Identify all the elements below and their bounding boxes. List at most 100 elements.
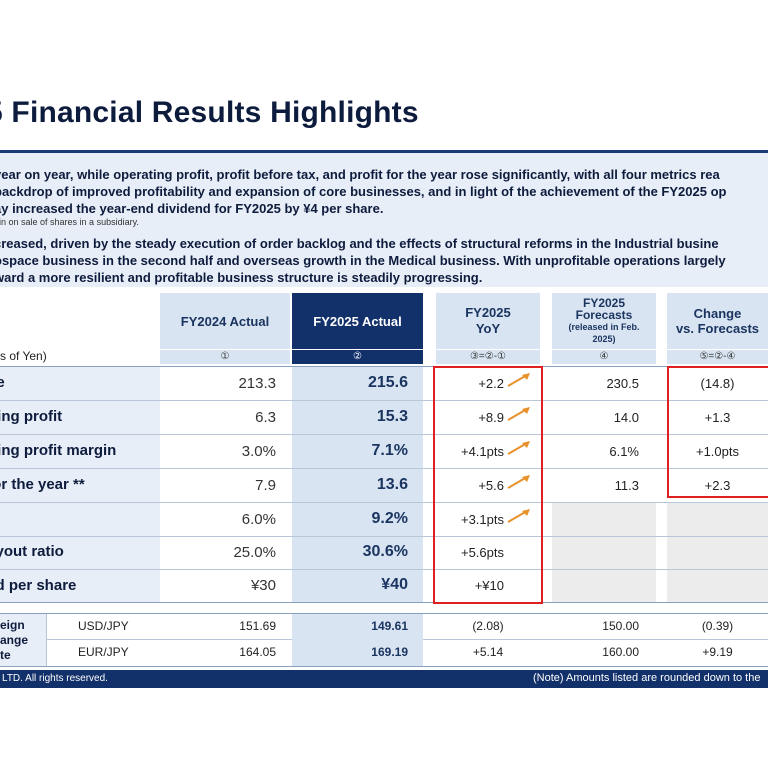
fx-label-line: eign (0, 618, 25, 632)
summary-line: backdrop of improved profitability and e… (0, 184, 727, 199)
empty-forecast-cells (552, 502, 656, 602)
marker-col4: ④ (552, 350, 656, 364)
marker-col3: ③=②-① (436, 350, 540, 364)
title-rule (0, 150, 768, 153)
trend-up-arrow-icon (507, 475, 530, 489)
row-label-revenue: nue (0, 374, 5, 391)
cell-fy2024: 7.9 (255, 477, 276, 494)
summary-line: creased, driven by the steady execution … (0, 236, 719, 251)
row-separator (0, 536, 768, 537)
fx-yoy: +5.14 (472, 645, 504, 659)
header-label: FY2025 (465, 305, 511, 320)
cell-forecast: 14.0 (613, 410, 639, 425)
fx-fy2025: 149.61 (371, 619, 408, 633)
cell-fy2024: 3.0% (241, 443, 276, 460)
trend-up-arrow-icon (507, 373, 530, 387)
header-label: 2025) (592, 334, 616, 344)
fx-separator (0, 613, 768, 614)
marker-col2: ② (292, 350, 423, 364)
fx-fy2024: 151.69 (239, 619, 276, 633)
cell-fy2025: 215.6 (367, 374, 408, 391)
cell-fy2024: 213.3 (238, 375, 276, 392)
header-fy2025-actual: FY2025 Actual (292, 293, 423, 349)
marker-col1: ① (160, 350, 290, 364)
fx-separator (0, 666, 768, 667)
header-fy2025-forecasts: FY2025 Forecasts (released in Feb. 2025) (552, 293, 656, 349)
fx-fy2024: 164.05 (239, 645, 276, 659)
fx-fy2025: 169.19 (371, 645, 408, 659)
cell-fy2025: 9.2% (371, 510, 408, 527)
row-separator (0, 434, 768, 435)
cell-forecast: 230.5 (606, 376, 639, 391)
row-separator (0, 366, 768, 367)
summary-line: year on year, while operating profit, pr… (0, 167, 720, 182)
row-separator (0, 602, 768, 603)
cell-change: +1.3 (704, 410, 731, 425)
cell-yoy: +2.2 (478, 376, 504, 391)
marker-col5: ⑤=②-④ (667, 350, 768, 364)
cell-yoy: +5.6pts (460, 545, 504, 560)
page-title: 5 Financial Results Highlights (0, 96, 419, 129)
row-label-dividend-per-share: end per share (0, 577, 77, 594)
header-label: (released in Feb. (568, 322, 640, 332)
cell-fy2024: 25.0% (233, 544, 276, 561)
cell-fy2024: ¥30 (250, 577, 276, 594)
yoy-highlight-box (433, 366, 543, 604)
summary-line: ward a more resilient and profitable bus… (0, 270, 483, 285)
fx-pair: EUR/JPY (78, 645, 129, 659)
row-label-profit-for-year: t for the year ** (0, 476, 85, 493)
header-fy2025-yoy: FY2025 YoY (436, 293, 540, 349)
change-highlight-box (667, 366, 768, 498)
cell-fy2025: 7.1% (371, 442, 408, 459)
cell-fy2025: 30.6% (362, 543, 408, 560)
summary-box: year on year, while operating profit, pr… (0, 153, 768, 287)
cell-fy2025: 15.3 (376, 408, 408, 425)
row-separator (0, 468, 768, 469)
summary-footnote: ain on sale of shares in a subsidiary. (0, 217, 139, 227)
row-separator (0, 400, 768, 401)
fx-label-bg (0, 614, 46, 666)
cell-yoy: +¥10 (474, 578, 504, 593)
cell-forecast: 6.1% (609, 444, 639, 459)
row-label-payout-ratio: payout ratio (0, 543, 64, 560)
header-label: vs. Forecasts (675, 321, 760, 336)
cell-yoy: +5.6 (478, 478, 504, 493)
trend-up-arrow-icon (507, 441, 530, 455)
row-separator (0, 569, 768, 570)
footer-bar (0, 670, 768, 688)
row-separator (0, 502, 768, 503)
fx-change: (0.39) (701, 619, 734, 633)
summary-line: ay increased the year-end dividend for F… (0, 201, 384, 216)
footer-note: (Note) Amounts listed are rounded down t… (533, 672, 761, 684)
fx-change: +9.19 (702, 645, 733, 659)
cell-forecast: 11.3 (614, 478, 639, 493)
fx-pair: USD/JPY (78, 619, 129, 633)
row-label-operating-profit: rating profit (0, 408, 63, 425)
header-label: FY2025 Actual (313, 313, 402, 329)
footer-copyright: LTD. All rights reserved. (2, 673, 108, 684)
cell-change: +2.3 (704, 478, 731, 493)
cell-yoy: +3.1pts (460, 512, 504, 527)
units-label: s of Yen) (0, 349, 47, 363)
header-label: Change (693, 306, 742, 321)
header-label: Forecasts (575, 308, 633, 322)
fx-label-line: te (0, 648, 11, 662)
fx-label: eign ange te (0, 618, 28, 663)
trend-up-arrow-icon (507, 407, 530, 421)
empty-change-cells (667, 502, 768, 602)
cell-fy2025: 13.6 (376, 476, 408, 493)
header-fy2024-actual: FY2024 Actual (160, 293, 290, 349)
row-label-column (0, 366, 160, 602)
fx-yoy: (2.08) (472, 619, 504, 633)
summary-line: ospace business in the second half and o… (0, 253, 726, 268)
fx-fy2025-bg (292, 614, 423, 666)
fy2025-column-bg (292, 366, 423, 602)
trend-up-arrow-icon (507, 509, 530, 523)
row-label-operating-profit-margin: rating profit margin (0, 442, 117, 459)
header-label: FY2025 (582, 296, 626, 310)
cell-fy2025: ¥40 (381, 576, 408, 593)
cell-yoy: +4.1pts (460, 444, 504, 459)
header-label: FY2024 Actual (180, 313, 270, 329)
cell-change: +1.0pts (695, 444, 739, 459)
fx-forecast: 150.00 (602, 619, 639, 633)
